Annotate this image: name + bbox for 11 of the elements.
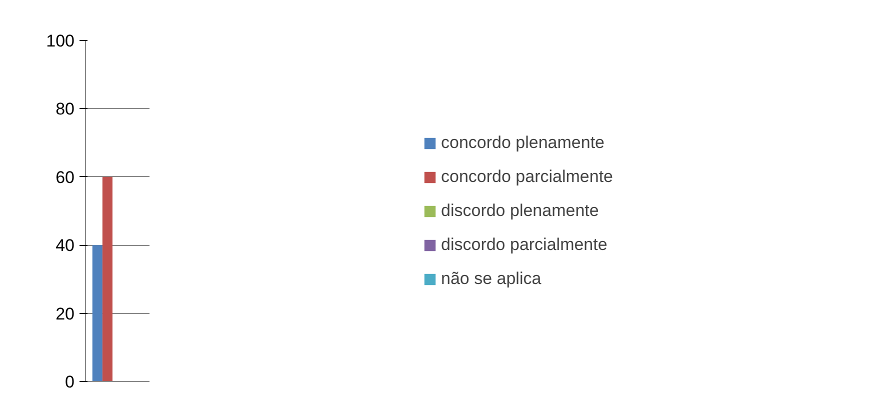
- legend-label: concordo parcialmente: [441, 166, 613, 186]
- y-tick-label: 100: [46, 32, 75, 50]
- legend-label: discordo plenamente: [441, 200, 599, 220]
- y-tick-label: 20: [56, 304, 75, 324]
- y-tick-label: 40: [56, 236, 75, 256]
- legend-label: concordo plenamente: [441, 132, 605, 152]
- y-tick-label: 60: [56, 168, 75, 187]
- y-tick-label: 0: [65, 372, 75, 392]
- y-tick-label: 80: [56, 100, 75, 119]
- legend-label: não se aplica: [441, 268, 542, 288]
- legend-label: discordo parcialmente: [441, 234, 608, 254]
